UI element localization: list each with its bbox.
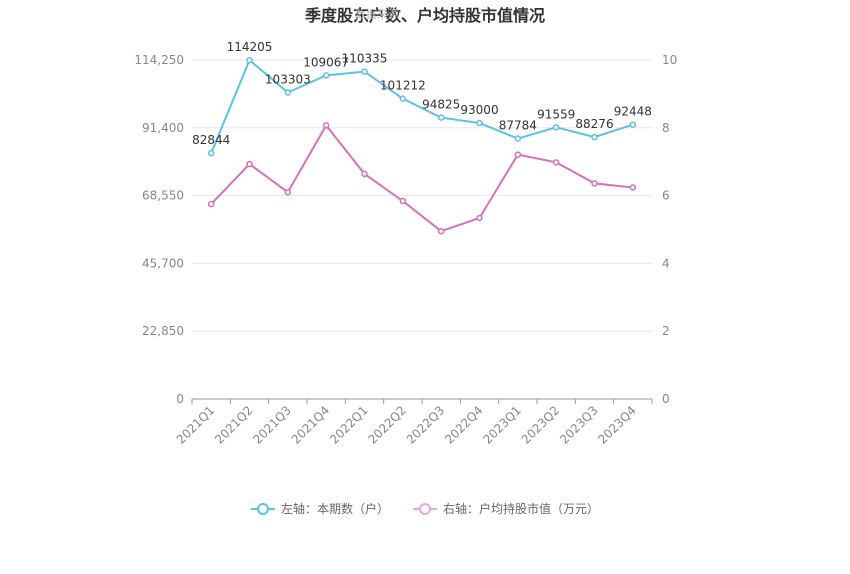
y-left-tick-label: 22,850 bbox=[142, 324, 184, 338]
y-right-tick-label: 8 bbox=[662, 121, 670, 135]
series-line-left bbox=[210, 58, 634, 154]
series-point-left bbox=[437, 114, 445, 121]
data-label: 88276 bbox=[575, 117, 613, 131]
data-label: 82844 bbox=[192, 133, 230, 147]
series-point-right bbox=[207, 200, 215, 208]
data-label: 110335 bbox=[342, 52, 388, 66]
series-point-left bbox=[552, 124, 560, 131]
series-point-left bbox=[207, 149, 215, 157]
chart-title: 季度股东户数、户均持股市值情况 bbox=[304, 6, 545, 25]
y-right-tick-label: 0 bbox=[662, 392, 670, 406]
x-tick-label: 2022Q4 bbox=[442, 403, 486, 447]
series-point-left bbox=[361, 68, 368, 75]
data-label: 94825 bbox=[422, 98, 460, 112]
data-label: 87784 bbox=[499, 119, 537, 133]
y-left-tick-label: 68,550 bbox=[142, 189, 184, 203]
axes: 0 22,850 45,700 68,550 91,400 114,250 0 2 4 6 8 10 2… bbox=[134, 53, 677, 447]
legend: 左轴：本期数（户） 右轴：户均持股市值（万元） bbox=[0, 500, 850, 517]
series-point-left bbox=[399, 95, 407, 102]
x-tick-label: 2021Q3 bbox=[250, 403, 294, 447]
y-left-tick-label: 45,700 bbox=[142, 256, 184, 270]
data-label: 114205 bbox=[227, 40, 273, 54]
x-tick-label: 2021Q2 bbox=[212, 403, 256, 447]
y-left-tick-label: 91,400 bbox=[142, 121, 184, 135]
series-point-right bbox=[552, 159, 560, 166]
series-point-left bbox=[514, 135, 522, 142]
series-point-left bbox=[476, 119, 483, 127]
x-tick-label: 2023Q1 bbox=[480, 403, 524, 447]
legend-item-right-series[interactable]: 右轴：户均持股市值（万元） bbox=[413, 500, 599, 517]
legend-item-left-series[interactable]: 左轴：本期数（户） bbox=[250, 500, 389, 517]
y-right-tick-label: 4 bbox=[662, 256, 670, 270]
series-point-right bbox=[476, 214, 483, 222]
y-right-tick-label: 6 bbox=[662, 189, 670, 203]
data-label: 91559 bbox=[537, 107, 575, 121]
y-left-tick-label: 0 bbox=[176, 392, 184, 406]
series bbox=[207, 56, 637, 235]
x-tick-label: 2022Q1 bbox=[327, 403, 371, 447]
series-point-left bbox=[591, 133, 598, 141]
x-tick-label: 2023Q3 bbox=[557, 403, 601, 447]
series-point-left bbox=[284, 89, 292, 96]
x-tick-label: 2023Q2 bbox=[519, 403, 563, 447]
series-point-left bbox=[322, 72, 330, 79]
data-label: 93000 bbox=[460, 103, 498, 117]
y-right-tick-label: 2 bbox=[662, 324, 670, 338]
legend-label-left-series: 左轴：本期数（户） bbox=[280, 502, 389, 516]
x-tick-label: 2022Q2 bbox=[365, 403, 409, 447]
y-right-tick-label: 10 bbox=[662, 53, 677, 67]
series-point-right bbox=[437, 227, 445, 235]
legend-label-right-series: 右轴：户均持股市值（万元） bbox=[443, 502, 600, 516]
series-point-right bbox=[514, 151, 522, 158]
series-point-right bbox=[361, 170, 368, 178]
watermark: 数据来源 bbox=[355, 8, 399, 21]
x-tick-label: 2023Q4 bbox=[595, 403, 639, 447]
legend-swatch-pink-icon bbox=[413, 502, 437, 515]
data-label: 92448 bbox=[614, 105, 652, 119]
legend-swatch-blue-icon bbox=[250, 502, 275, 515]
series-point-right bbox=[399, 197, 407, 205]
series-point-right bbox=[629, 184, 637, 191]
series-point-right bbox=[284, 188, 292, 196]
x-tick-label: 2022Q3 bbox=[404, 403, 448, 447]
series-point-left bbox=[629, 121, 637, 128]
series-point-right bbox=[322, 122, 330, 129]
x-tick-label: 2021Q1 bbox=[174, 403, 218, 447]
data-label: 109067 bbox=[303, 55, 349, 69]
y-left-tick-label: 114,250 bbox=[134, 53, 184, 67]
data-label: 101212 bbox=[380, 79, 426, 93]
series-point-right bbox=[246, 160, 253, 168]
series-point-right bbox=[591, 180, 598, 187]
data-label: 103303 bbox=[265, 72, 311, 86]
series-point-left bbox=[246, 56, 253, 64]
series-line-right bbox=[210, 123, 633, 233]
x-tick-label: 2021Q4 bbox=[289, 403, 333, 447]
